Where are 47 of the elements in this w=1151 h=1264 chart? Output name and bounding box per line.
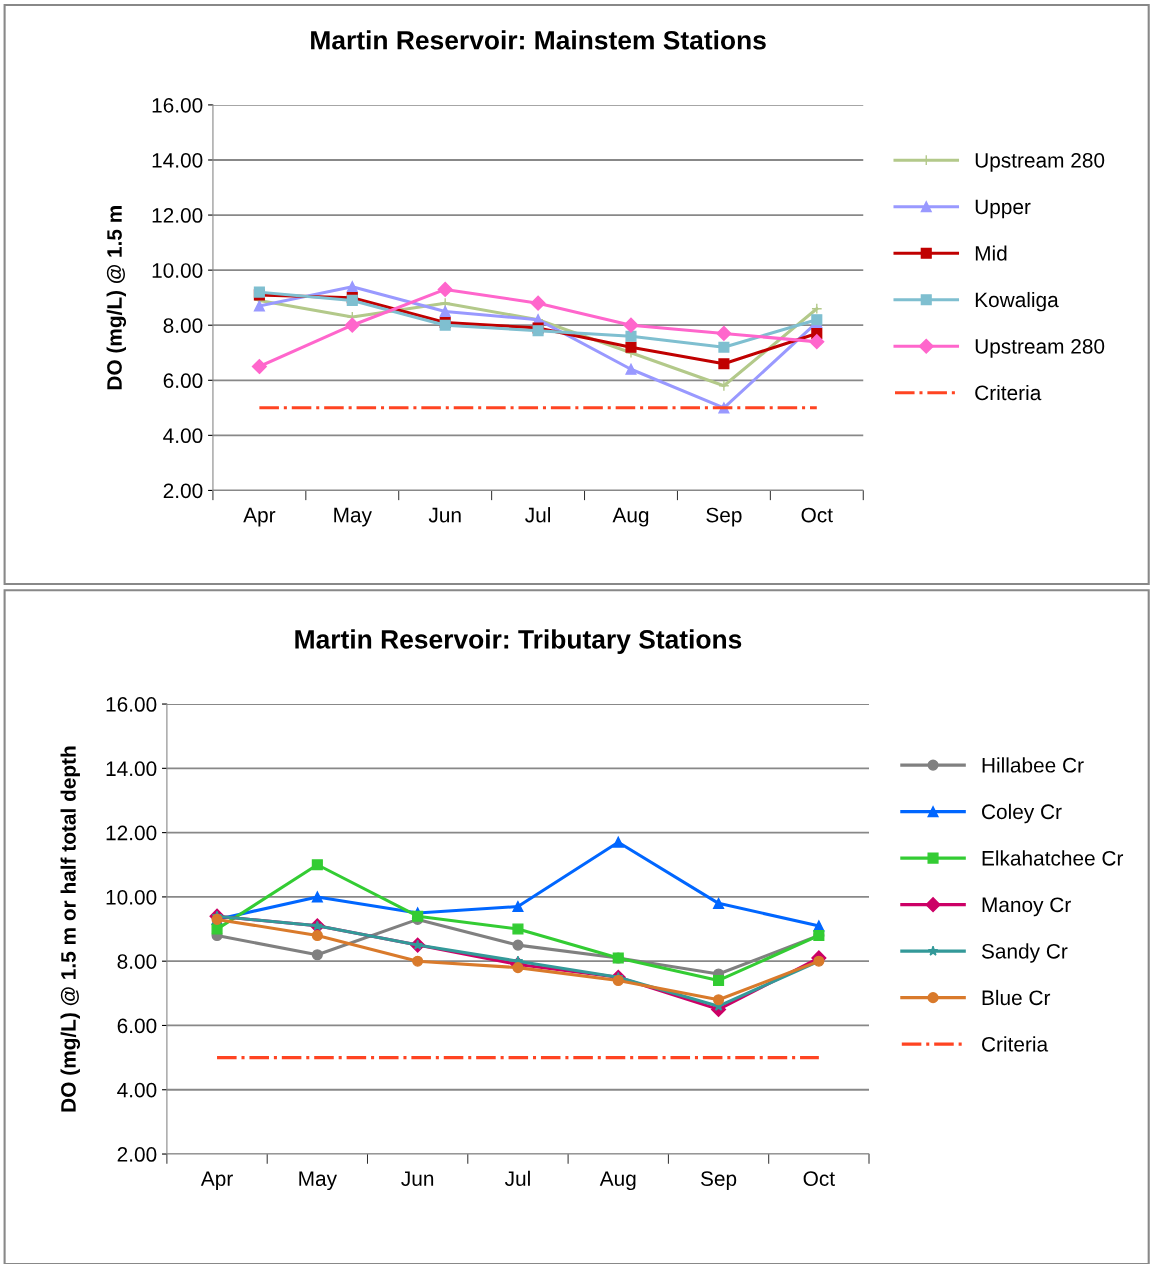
y-tick-label: 6.00: [163, 373, 203, 389]
legend-label: Coley Cr: [982, 803, 1062, 824]
legend-label: Upstream 280: [975, 152, 1105, 172]
x-tick-label: Jul: [504, 1170, 530, 1186]
legend-label: Blue Cr: [982, 989, 1051, 1006]
y-tick-label: 6.00: [117, 1018, 157, 1034]
x-tick-label: Apr: [200, 1171, 233, 1191]
x-tick-label: May: [299, 1171, 337, 1191]
x-tick-label: Oct: [801, 507, 833, 523]
legend-label: Upstream 280: [975, 338, 1105, 358]
x-tick-label: Oct: [803, 1171, 835, 1186]
y-tick-label: 8.00: [163, 318, 203, 333]
y-tick-label: 10.00: [106, 889, 157, 905]
x-tick-label: Aug: [599, 1171, 636, 1191]
legend-label: Kowaliga: [975, 291, 1059, 312]
y-tick-label: 2.00: [117, 1147, 157, 1162]
legend-label: Hillabee Cr: [982, 757, 1084, 773]
chart-title: Martin Reservoir: Tributary Stations: [295, 629, 742, 654]
x-tick-label: Sep: [700, 1171, 737, 1191]
y-tick-label: 16.00: [106, 697, 157, 712]
y-tick-label: 4.00: [163, 428, 203, 444]
legend-label: Upper: [975, 199, 1031, 219]
y-tick-label: 16.00: [152, 97, 203, 113]
x-tick-label: May: [334, 507, 372, 527]
x-tick-label: Jul: [525, 507, 551, 523]
chart-title: Martin Reservoir: Mainstem Stations: [311, 30, 766, 50]
y-axis-title: DO (mg/L) @ 1.5 m: [106, 206, 127, 390]
legend-label: Elkahatchee Cr: [982, 850, 1124, 866]
y-tick-label: 2.00: [163, 483, 203, 499]
y-tick-label: 4.00: [117, 1082, 157, 1098]
x-tick-label: Jun: [428, 507, 461, 523]
legend-label: Criteria: [975, 384, 1042, 401]
legend-label: Manoy Cr: [982, 897, 1071, 917]
y-axis-title: DO (mg/L) @ 1.5 m or half total depth: [60, 746, 81, 1112]
legend-label: Mid: [975, 245, 1007, 261]
x-tick-label: Apr: [243, 507, 276, 527]
y-tick-label: 12.00: [106, 825, 157, 841]
legend-label: Sandy Cr: [981, 943, 1068, 963]
y-tick-label: 10.00: [152, 263, 203, 278]
x-tick-label: Jun: [401, 1171, 434, 1186]
legend-label: Criteria: [982, 1036, 1049, 1052]
y-tick-label: 14.00: [152, 152, 203, 168]
y-tick-label: 8.00: [117, 954, 157, 969]
y-tick-label: 14.00: [106, 761, 157, 777]
x-tick-label: Aug: [612, 507, 649, 527]
y-tick-label: 12.00: [152, 208, 203, 223]
x-tick-label: Sep: [706, 507, 742, 527]
